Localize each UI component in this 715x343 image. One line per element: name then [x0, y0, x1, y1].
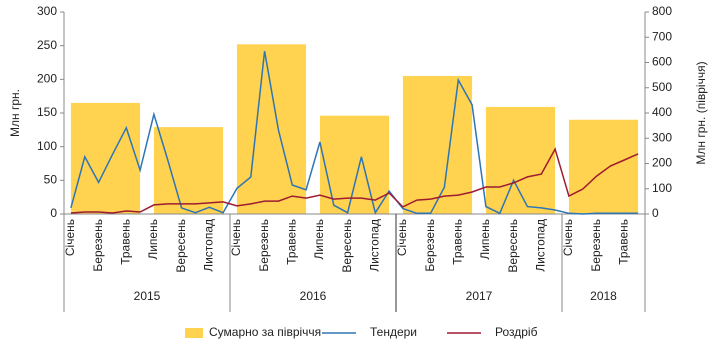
x-tick-label: Січень	[229, 219, 243, 256]
line	[70, 50, 639, 215]
bar	[485, 106, 556, 214]
y-axis-title: Млн грн.	[8, 89, 22, 137]
x-tick-label: Травень	[284, 219, 298, 265]
x-tick-label: Травень	[616, 219, 630, 265]
bar	[153, 127, 224, 214]
y-tick-label: 200	[37, 72, 57, 86]
x-tick-label: Січень	[63, 219, 77, 256]
legend-label: Сумарно за півріччя	[209, 325, 321, 339]
x-tick-label: Липень	[312, 219, 326, 260]
y2-tick-label: 100	[652, 181, 672, 195]
y2-tick-label: 400	[652, 105, 672, 119]
bar	[319, 115, 390, 214]
y2-tick-label: 0	[652, 206, 659, 220]
x-tick-label: Січень	[395, 219, 409, 256]
y-tick-label: 50	[44, 173, 58, 187]
group-label: 2018	[590, 289, 617, 303]
y-tick-label: 250	[37, 38, 57, 52]
legend-label: Роздріб	[495, 325, 538, 339]
x-tick-label: Травень	[118, 219, 132, 265]
y2-tick-label: 200	[652, 156, 672, 170]
x-tick-label: Вересень	[174, 219, 188, 273]
y2-tick-label: 700	[652, 29, 672, 43]
y2-tick-label: 300	[652, 130, 672, 144]
x-tick-label: Вересень	[506, 219, 520, 273]
bar	[402, 75, 473, 214]
x-tick-label: Листопад	[367, 219, 381, 272]
x-tick-label: Травень	[450, 219, 464, 265]
y2-tick-label: 800	[652, 4, 672, 18]
x-tick-label: Березень	[423, 219, 437, 272]
line	[70, 147, 639, 214]
bar	[568, 119, 639, 214]
group-label: 2015	[134, 289, 161, 303]
x-tick-label: Березень	[589, 219, 603, 272]
y-tick-label: 300	[37, 4, 57, 18]
y-tick-label: 150	[37, 105, 57, 119]
x-tick-label: Липень	[146, 219, 160, 260]
group-label: 2017	[466, 289, 493, 303]
y2-axis-title: Млн грн. (півріччя)	[694, 61, 708, 164]
bar	[236, 44, 307, 214]
legend-swatch	[185, 328, 203, 338]
x-tick-label: Січень	[561, 219, 575, 256]
legend-label: Тендери	[370, 325, 417, 339]
y-tick-label: 0	[50, 206, 57, 220]
y-tick-label: 100	[37, 139, 57, 153]
x-tick-label: Вересень	[340, 219, 354, 273]
x-tick-label: Листопад	[201, 219, 215, 272]
y2-tick-label: 600	[652, 55, 672, 69]
x-tick-label: Березень	[91, 219, 105, 272]
group-label: 2016	[300, 289, 327, 303]
bar	[70, 102, 141, 214]
x-tick-label: Березень	[257, 219, 271, 272]
x-tick-label: Листопад	[533, 219, 547, 272]
x-tick-label: Липень	[478, 219, 492, 260]
y2-tick-label: 500	[652, 80, 672, 94]
